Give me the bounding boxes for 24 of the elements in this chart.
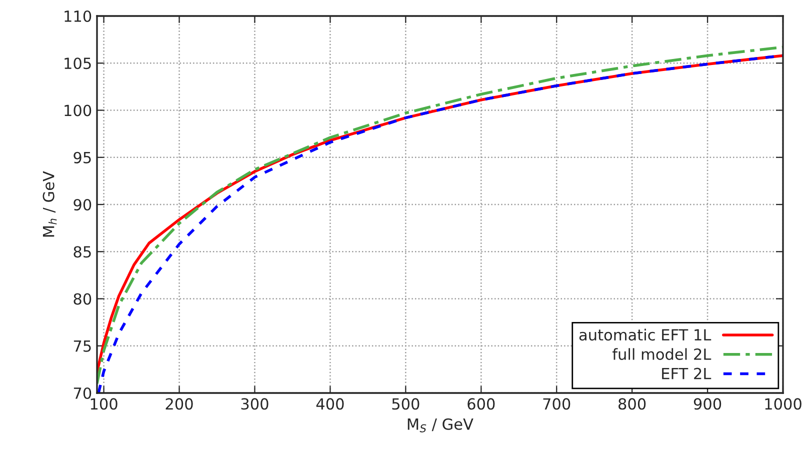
y-tick-label: 85 xyxy=(74,246,91,258)
x-tick-label: 300 xyxy=(241,398,268,410)
x-tick-label: 800 xyxy=(618,398,646,410)
y-tick-label: 80 xyxy=(74,293,92,305)
x-tick-label: 500 xyxy=(392,398,420,410)
x-tick-label: 1000 xyxy=(765,398,802,410)
x-tick-label: 100 xyxy=(90,398,118,410)
y-axis-title: M$_{h}$ / GeV xyxy=(42,171,57,237)
y-tick-label: 95 xyxy=(74,152,91,164)
legend-label: full model 2L xyxy=(612,348,712,360)
y-tick-label: 110 xyxy=(64,10,92,22)
y-tick-label: 90 xyxy=(74,198,92,211)
x-tick-label: 900 xyxy=(694,398,722,410)
y-tick-label: 100 xyxy=(64,104,92,116)
x-tick-label: 700 xyxy=(543,398,570,410)
x-tick-label: 200 xyxy=(166,398,193,410)
y-tick-label: 75 xyxy=(74,340,91,352)
x-axis-title: M$_{S}$ / GeV xyxy=(408,418,474,432)
legend-label: automatic EFT 1L xyxy=(579,328,712,341)
y-tick-label: 70 xyxy=(74,387,92,400)
x-tick-label: 600 xyxy=(468,398,495,410)
x-tick-label: 400 xyxy=(316,398,344,410)
legend-label: EFT 2L xyxy=(662,368,712,380)
y-tick-label: 105 xyxy=(64,58,91,70)
